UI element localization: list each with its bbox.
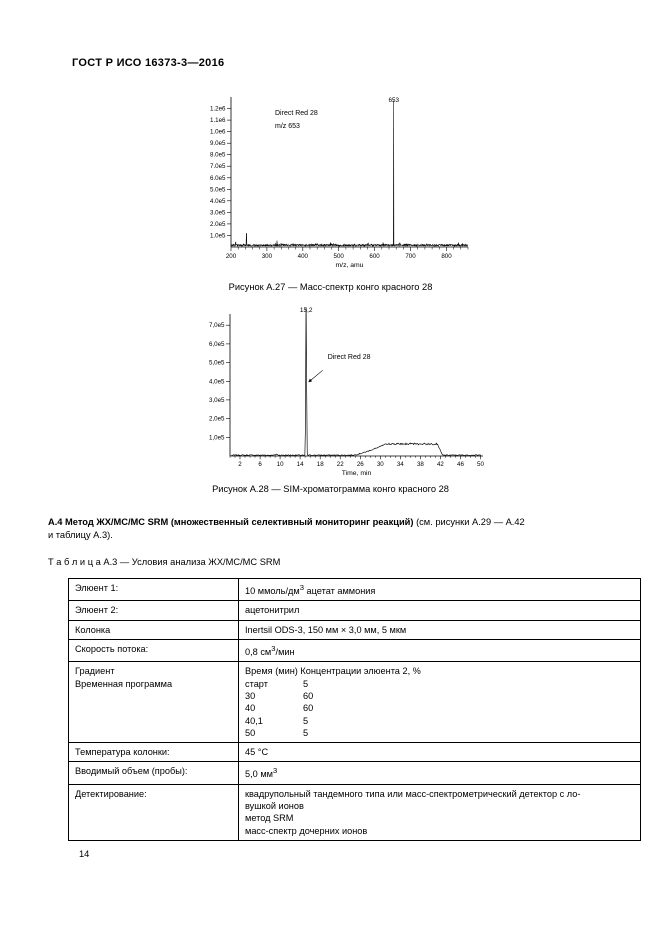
svg-text:m/z 653: m/z 653 bbox=[275, 123, 300, 130]
svg-text:18: 18 bbox=[317, 461, 324, 468]
svg-text:4.0e5: 4.0e5 bbox=[210, 198, 226, 205]
svg-text:15,2: 15,2 bbox=[300, 307, 313, 314]
svg-text:50: 50 bbox=[477, 461, 484, 468]
svg-text:600: 600 bbox=[369, 253, 380, 260]
svg-text:Time, min: Time, min bbox=[342, 470, 372, 477]
svg-text:2.0e5: 2.0e5 bbox=[210, 221, 226, 228]
svg-text:4,0e5: 4,0e5 bbox=[209, 378, 225, 385]
svg-text:6,0e5: 6,0e5 bbox=[209, 341, 225, 348]
svg-text:653: 653 bbox=[388, 97, 399, 104]
svg-text:14: 14 bbox=[297, 461, 304, 468]
svg-text:5.0e5: 5.0e5 bbox=[210, 186, 226, 193]
svg-text:30: 30 bbox=[377, 461, 384, 468]
svg-text:1.0e5: 1.0e5 bbox=[210, 233, 226, 240]
svg-text:3,0e5: 3,0e5 bbox=[209, 397, 225, 404]
svg-text:300: 300 bbox=[262, 253, 273, 260]
svg-text:1.1e6: 1.1e6 bbox=[210, 117, 226, 124]
svg-text:9.0e5: 9.0e5 bbox=[210, 140, 226, 147]
svg-text:3.0e5: 3.0e5 bbox=[210, 209, 226, 216]
svg-text:22: 22 bbox=[337, 461, 344, 468]
svg-text:2: 2 bbox=[238, 461, 242, 468]
svg-text:5,0e5: 5,0e5 bbox=[209, 360, 225, 367]
svg-text:Direct Red 28: Direct Red 28 bbox=[328, 354, 371, 361]
svg-text:46: 46 bbox=[457, 461, 464, 468]
svg-text:26: 26 bbox=[357, 461, 364, 468]
svg-text:500: 500 bbox=[334, 253, 345, 260]
svg-text:800: 800 bbox=[441, 253, 452, 260]
svg-text:400: 400 bbox=[298, 253, 309, 260]
svg-text:1,0e5: 1,0e5 bbox=[209, 434, 225, 441]
svg-text:7.0e5: 7.0e5 bbox=[210, 163, 226, 170]
svg-text:Direct Red 28: Direct Red 28 bbox=[275, 110, 318, 117]
svg-text:34: 34 bbox=[397, 461, 404, 468]
svg-text:200: 200 bbox=[226, 253, 237, 260]
svg-text:2,0e5: 2,0e5 bbox=[209, 416, 225, 423]
svg-text:7,0e5: 7,0e5 bbox=[209, 322, 225, 329]
svg-text:m/z, amu: m/z, amu bbox=[336, 262, 364, 269]
svg-text:38: 38 bbox=[417, 461, 424, 468]
svg-text:6: 6 bbox=[258, 461, 262, 468]
svg-text:700: 700 bbox=[405, 253, 416, 260]
svg-text:42: 42 bbox=[437, 461, 444, 468]
svg-text:1.0e6: 1.0e6 bbox=[210, 129, 226, 136]
svg-text:8.0e5: 8.0e5 bbox=[210, 152, 226, 159]
svg-text:1.2e6: 1.2e6 bbox=[210, 106, 226, 113]
svg-text:10: 10 bbox=[277, 461, 284, 468]
svg-text:6.0e5: 6.0e5 bbox=[210, 175, 226, 182]
